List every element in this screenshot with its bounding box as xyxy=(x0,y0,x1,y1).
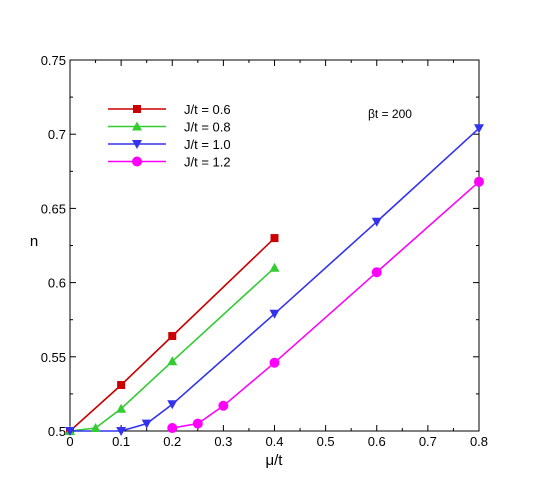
data-point xyxy=(371,217,382,227)
legend-marker xyxy=(132,121,142,131)
series-line-1 xyxy=(69,237,276,432)
data-point xyxy=(116,427,127,436)
legend-label: J/t = 1.0 xyxy=(184,137,231,152)
series-markers xyxy=(65,124,484,436)
data-point xyxy=(269,309,280,319)
beta-annotation: βt = 200 xyxy=(368,107,412,121)
data-point xyxy=(474,124,484,134)
legend-marker xyxy=(132,156,142,167)
data-point xyxy=(371,267,382,278)
legend: J/t = 0.6 J/t = 0.8 J/t = 1.0 J/t = 1.2 xyxy=(108,102,231,170)
data-point xyxy=(117,380,126,389)
series-line-3 xyxy=(70,127,480,432)
y-tick-label: 0.6 xyxy=(48,276,66,291)
legend-marker xyxy=(133,105,141,113)
x-tick-label: 0.4 xyxy=(265,434,283,449)
x-axis-ticks: 0 0.1 0.2 0.3 0.4 0.5 0.6 0.7 0.8 xyxy=(66,60,488,449)
data-point xyxy=(167,423,178,434)
legend-label: J/t = 0.8 xyxy=(184,120,231,135)
x-tick-label: 0.5 xyxy=(317,434,335,449)
x-tick-label: 0.8 xyxy=(470,434,488,449)
y-tick-label: 0.7 xyxy=(48,127,66,142)
legend-label: J/t = 1.2 xyxy=(184,155,231,170)
x-tick-label: 0.2 xyxy=(163,434,181,449)
data-point xyxy=(270,234,279,243)
data-point xyxy=(65,427,75,436)
data-point xyxy=(218,400,229,411)
data-point xyxy=(168,332,177,341)
data-point xyxy=(474,176,484,187)
data-point xyxy=(269,357,280,368)
x-tick-label: 0.3 xyxy=(214,434,232,449)
x-tick-label: 0 xyxy=(66,434,73,449)
data-point xyxy=(90,423,101,433)
data-point xyxy=(167,356,178,366)
data-point xyxy=(192,418,203,429)
legend-marker xyxy=(132,140,142,149)
x-tick-label: 0.7 xyxy=(419,434,437,449)
data-point xyxy=(116,403,127,413)
series-line-4 xyxy=(172,181,480,429)
data-point xyxy=(141,419,152,429)
x-tick-label: 0.6 xyxy=(368,434,386,449)
data-point xyxy=(167,400,178,410)
y-tick-label: 0.65 xyxy=(41,201,66,216)
x-tick-label: 0.1 xyxy=(112,434,130,449)
y-tick-label: 0.75 xyxy=(41,53,66,68)
series-lines xyxy=(69,127,480,432)
y-axis-title: n xyxy=(30,233,38,250)
x-axis-title: μ/t xyxy=(266,452,284,469)
y-axis-ticks: 0.5 0.55 0.6 0.65 0.7 0.75 xyxy=(41,53,479,439)
y-tick-label: 0.55 xyxy=(41,350,66,365)
y-tick-label: 0.5 xyxy=(48,424,66,439)
legend-label: J/t = 0.6 xyxy=(184,102,231,117)
data-point xyxy=(269,262,280,272)
